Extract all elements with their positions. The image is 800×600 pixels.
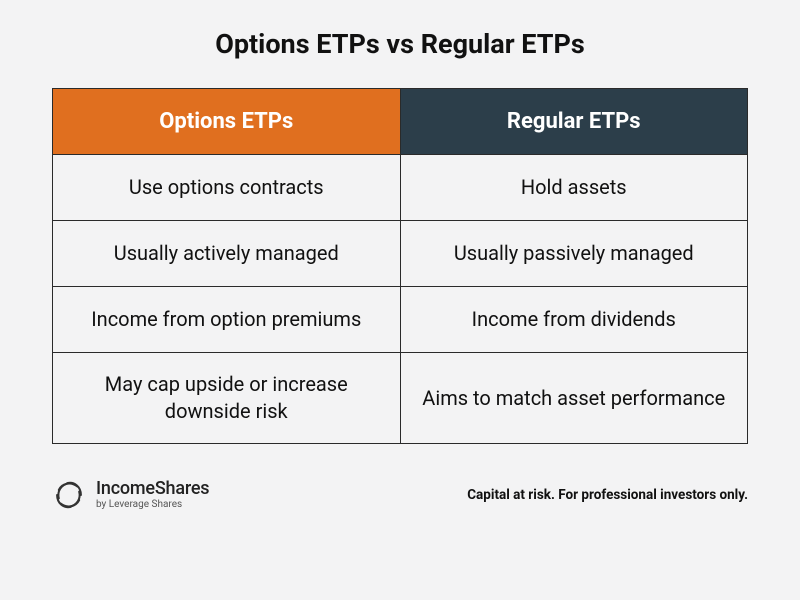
page-title: Options ETPs vs Regular ETPs xyxy=(215,28,585,60)
brand-logo: IncomeShares by Leverage Shares xyxy=(52,478,209,512)
cell-options: May cap upside or increase downside risk xyxy=(53,353,401,444)
disclaimer-text: Capital at risk. For professional invest… xyxy=(467,487,748,503)
cell-regular: Income from dividends xyxy=(400,287,748,353)
column-header-options: Options ETPs xyxy=(53,89,401,155)
cell-regular: Aims to match asset performance xyxy=(400,353,748,444)
table-row: Usually actively managed Usually passive… xyxy=(53,221,748,287)
brand-name: IncomeShares xyxy=(96,480,209,499)
brand-subtitle: by Leverage Shares xyxy=(96,500,209,511)
table-row: May cap upside or increase downside risk… xyxy=(53,353,748,444)
footer: IncomeShares by Leverage Shares Capital … xyxy=(52,478,748,512)
cell-options: Use options contracts xyxy=(53,155,401,221)
cell-options: Usually actively managed xyxy=(53,221,401,287)
table-row: Use options contracts Hold assets xyxy=(53,155,748,221)
cell-regular: Hold assets xyxy=(400,155,748,221)
cell-regular: Usually passively managed xyxy=(400,221,748,287)
cell-options: Income from option premiums xyxy=(53,287,401,353)
table-row: Income from option premiums Income from … xyxy=(53,287,748,353)
brand-swirl-icon xyxy=(52,478,86,512)
comparison-table: Options ETPs Regular ETPs Use options co… xyxy=(52,88,748,444)
column-header-regular: Regular ETPs xyxy=(400,89,748,155)
